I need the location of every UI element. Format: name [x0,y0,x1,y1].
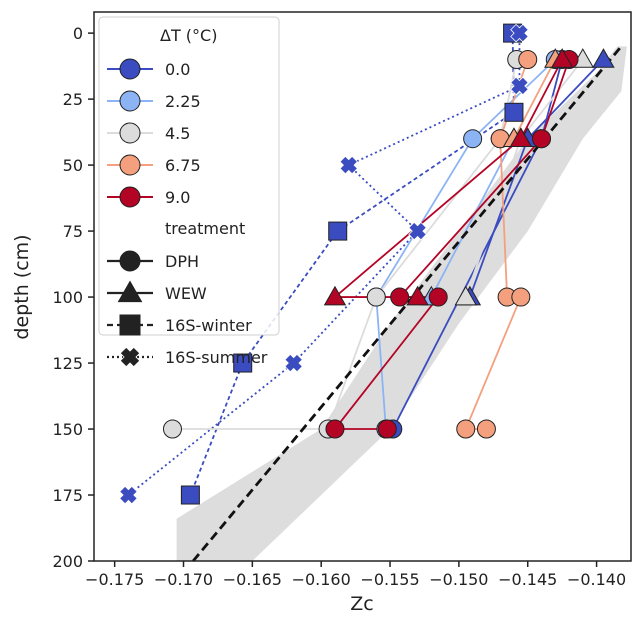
x-tick-label: −0.160 [292,570,351,589]
data-point [550,48,574,68]
legend-box [98,16,280,336]
series-line [430,138,515,298]
data-point [532,129,551,149]
y-tick-label: 100 [52,288,83,307]
data-point [509,127,533,147]
legend-title: treatment [165,219,245,238]
x-tick-label: −0.145 [498,570,557,589]
data-point [339,155,359,175]
y-tick-label: 175 [52,486,83,505]
data-point [511,287,531,307]
legend-marker [119,186,141,208]
series-points [119,23,615,505]
data-point [390,287,410,307]
series-line [189,33,515,496]
data-point [456,419,476,439]
legend-label: DPH [165,252,199,271]
x-tick-label: −0.170 [154,570,213,589]
data-point [476,419,496,439]
legend-label: 16S-winter [165,316,252,335]
data-point [119,485,138,505]
legend-label: 2.25 [165,92,201,111]
legend-label: 4.5 [165,124,190,143]
y-tick-label: 50 [63,156,83,175]
data-point [504,102,524,122]
legend-label: 0.0 [165,60,190,79]
data-point [408,221,427,241]
data-point [406,285,429,306]
data-point [162,419,182,439]
y-tick-label: 75 [63,222,83,241]
data-point [510,23,529,43]
x-axis: −0.175 −0.170 −0.165 −0.160 −0.155 −0.150 −0.1… [85,561,626,589]
data-point [463,129,483,149]
legend-marker [119,58,141,80]
data-point [592,48,615,68]
legend-marker [119,90,141,112]
legend-marker [119,346,141,368]
data-point [284,353,303,373]
data-point [323,285,347,306]
data-point [454,285,477,306]
legend: ΔT (°C) 0.0 2.25 4.5 6.75 9.0 treatment DPH WEW 1… [98,16,280,368]
plot-frame [93,11,632,562]
legend-label: 16S-summer [165,348,268,367]
x-tick-label: −0.165 [223,570,282,589]
y-axis-label: depth (cm) [11,234,33,339]
x-axis-label: Zc [350,593,373,615]
y-axis: 0 25 50 75 100 125 150 175 200 [52,24,94,571]
legend-label: 6.75 [165,156,201,175]
legend-title: ΔT (°C) [160,26,217,45]
legend-marker [119,122,141,144]
data-point [366,287,386,307]
data-point [325,419,345,439]
legend-label: WEW [165,284,207,303]
y-tick-label: 0 [73,24,83,43]
data-point [328,221,348,241]
y-tick-label: 25 [63,90,83,109]
data-point [233,353,253,373]
x-tick-label: −0.140 [567,570,626,589]
data-point [180,485,200,505]
legend-marker [119,154,141,176]
data-point [377,419,397,439]
series-line [513,59,557,140]
data-point [518,50,538,70]
legend-marker [117,280,143,303]
legend-marker [119,250,141,272]
y-tick-label: 125 [52,354,83,373]
x-tick-label: −0.175 [85,570,144,589]
data-point [510,76,529,96]
y-tick-label: 200 [52,552,83,571]
x-tick-label: −0.155 [360,570,419,589]
y-tick-label: 150 [52,420,83,439]
x-tick-label: −0.150 [429,570,488,589]
legend-label: 9.0 [165,188,190,207]
legend-marker [119,314,141,336]
data-point [428,287,448,307]
